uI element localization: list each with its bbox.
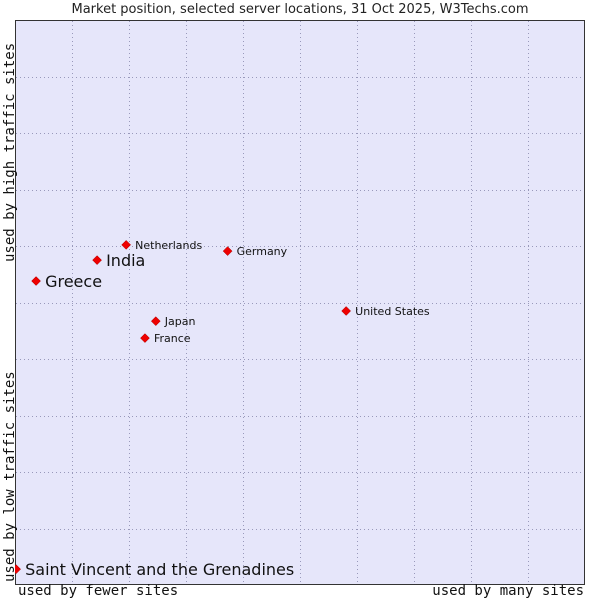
data-point-india: India: [92, 251, 145, 270]
marker-france: [140, 333, 150, 343]
label-japan: Japan: [164, 315, 196, 328]
data-point-saint-vincent-and-the-grenadines: Saint Vincent and the Grenadines: [15, 560, 294, 579]
plot-area: Netherlands India Greece Germany United Stat…: [15, 20, 585, 585]
marker-saint-vincent-and-the-grenadines: [15, 564, 21, 575]
label-greece: Greece: [45, 272, 102, 291]
label-france: France: [154, 332, 191, 345]
data-point-france: France: [140, 332, 191, 345]
data-point-germany: Germany: [222, 245, 288, 258]
plot-background: [15, 20, 585, 585]
label-united-states: United States: [355, 305, 430, 318]
data-point-greece: Greece: [31, 272, 102, 291]
data-point-united-states: United States: [341, 305, 430, 318]
marker-greece: [31, 276, 41, 286]
marker-japan: [150, 316, 161, 326]
data-point-japan: Japan: [150, 315, 196, 328]
x-axis-label-right: used by many sites: [432, 583, 584, 599]
marker-india: [92, 255, 102, 265]
label-india: India: [106, 251, 145, 270]
marker-united-states: [341, 306, 352, 316]
chart-title: Market position, selected server locatio…: [71, 2, 529, 17]
y-axis-label-bottom: used by low traffic sites: [2, 371, 18, 582]
label-netherlands: Netherlands: [135, 239, 202, 252]
marker-netherlands: [121, 240, 132, 250]
marker-germany: [222, 246, 233, 256]
data-point-netherlands: Netherlands: [121, 239, 202, 252]
label-germany: Germany: [237, 245, 288, 258]
x-axis-label-left: used by fewer sites: [18, 583, 179, 599]
y-axis-label-top: used by high traffic sites: [2, 42, 18, 262]
label-saint-vincent-and-the-grenadines: Saint Vincent and the Grenadines: [25, 560, 294, 579]
